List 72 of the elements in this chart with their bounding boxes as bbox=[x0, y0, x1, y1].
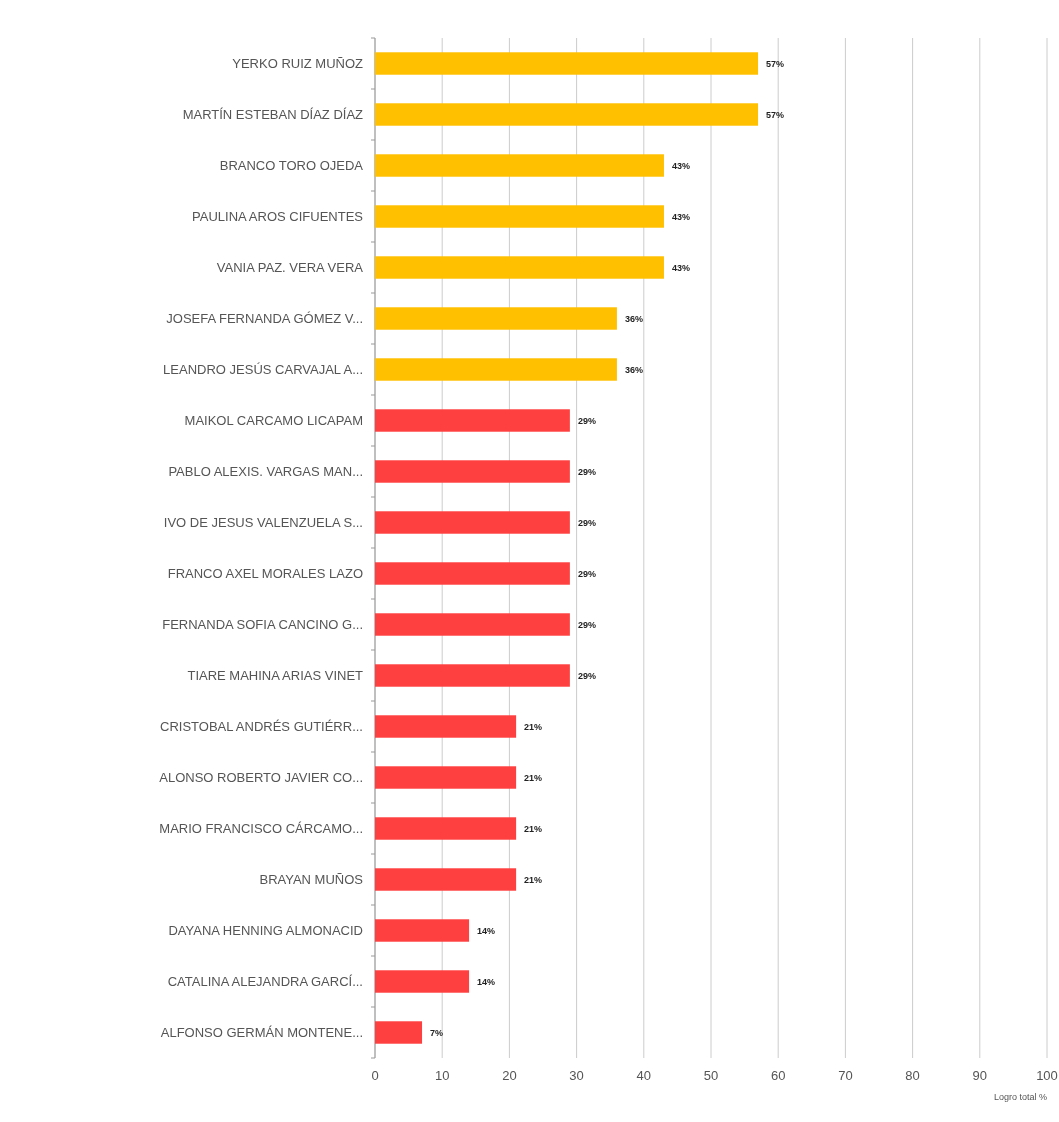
y-tick-label: TIARE MAHINA ARIAS VINET bbox=[187, 668, 364, 684]
y-tick-label: DAYANA HENNING ALMONACID bbox=[168, 923, 363, 939]
bar bbox=[375, 511, 570, 534]
data-label: 14% bbox=[477, 976, 496, 987]
bar bbox=[375, 868, 517, 891]
x-tick-label: 40 bbox=[636, 1068, 652, 1083]
data-label: 43% bbox=[671, 262, 690, 273]
bar bbox=[375, 460, 570, 483]
x-tick-label: 60 bbox=[770, 1068, 786, 1083]
y-tick-label: CATALINA ALEJANDRA GARCÍ... bbox=[167, 974, 363, 990]
bar bbox=[375, 154, 664, 177]
y-tick-label: BRANCO TORO OJEDA bbox=[219, 158, 364, 174]
y-tick-label: LEANDRO JESÚS CARVAJAL A... bbox=[163, 362, 363, 378]
y-tick-label: MARIO FRANCISCO CÁRCAMO... bbox=[159, 821, 363, 837]
bar bbox=[375, 817, 517, 840]
data-label: 14% bbox=[477, 925, 496, 936]
data-label: 21% bbox=[524, 721, 543, 732]
y-tick-label: FERNANDA SOFIA CANCINO G... bbox=[162, 617, 363, 633]
data-label: 21% bbox=[524, 874, 543, 885]
data-label: 29% bbox=[577, 415, 596, 426]
y-tick-label: VANIA PAZ. VERA VERA bbox=[216, 260, 364, 276]
data-label: 29% bbox=[577, 466, 596, 477]
y-tick-label: ALONSO ROBERTO JAVIER CO... bbox=[159, 770, 363, 786]
bar bbox=[375, 205, 664, 228]
data-label: 29% bbox=[577, 568, 596, 579]
bar bbox=[375, 970, 470, 993]
x-tick-label: 50 bbox=[703, 1068, 719, 1083]
y-tick-label: PAULINA AROS CIFUENTES bbox=[192, 209, 364, 225]
x-axis-title: Logro total % bbox=[993, 1092, 1047, 1102]
bar bbox=[375, 307, 617, 330]
x-tick-label: 90 bbox=[972, 1068, 988, 1083]
data-label: 7% bbox=[430, 1027, 444, 1038]
bar bbox=[375, 409, 570, 432]
bar bbox=[375, 715, 517, 738]
bar bbox=[375, 52, 759, 75]
y-tick-label: PABLO ALEXIS. VARGAS MAN... bbox=[168, 464, 363, 480]
data-label: 57% bbox=[766, 58, 785, 69]
data-label: 29% bbox=[577, 670, 596, 681]
x-tick-label: 0 bbox=[371, 1068, 379, 1083]
bar bbox=[375, 358, 617, 381]
data-label: 36% bbox=[624, 364, 643, 375]
data-label: 21% bbox=[524, 823, 543, 834]
y-tick-label: BRAYAN MUÑOS bbox=[259, 872, 364, 888]
bar bbox=[375, 562, 570, 585]
bar bbox=[375, 256, 664, 279]
y-tick-label: CRISTOBAL ANDRÉS GUTIÉRR... bbox=[160, 719, 363, 735]
x-tick-label: 30 bbox=[569, 1068, 584, 1083]
y-tick-label: JOSEFA FERNANDA GÓMEZ V... bbox=[166, 311, 363, 327]
bar bbox=[375, 103, 759, 126]
y-tick-label: YERKO RUIZ MUÑOZ bbox=[232, 56, 364, 72]
data-label: 57% bbox=[766, 109, 785, 120]
y-tick-label: IVO DE JESUS VALENZUELA S... bbox=[163, 515, 363, 531]
data-label: 21% bbox=[524, 772, 543, 783]
x-tick-label: 20 bbox=[502, 1068, 517, 1083]
bar bbox=[375, 919, 470, 942]
bar bbox=[375, 1021, 423, 1044]
y-tick-label: FRANCO AXEL MORALES LAZO bbox=[167, 566, 363, 582]
x-tick-label: 70 bbox=[838, 1068, 853, 1083]
bar bbox=[375, 664, 570, 687]
x-tick-label: 80 bbox=[905, 1068, 920, 1083]
data-label: 36% bbox=[624, 313, 643, 324]
data-label: 29% bbox=[577, 619, 596, 630]
bar bbox=[375, 613, 570, 636]
data-label: 43% bbox=[671, 211, 690, 222]
x-tick-label: 10 bbox=[434, 1068, 450, 1083]
bar bbox=[375, 766, 517, 789]
data-label: 29% bbox=[577, 517, 596, 528]
x-tick-label: 100 bbox=[1036, 1068, 1058, 1083]
y-tick-label: MAIKOL CARCAMO LICAPAM bbox=[184, 413, 363, 429]
y-tick-label: ALFONSO GERMÁN MONTENE... bbox=[160, 1025, 363, 1041]
y-tick-label: MARTÍN ESTEBAN DÍAZ DÍAZ bbox=[182, 107, 364, 123]
data-label: 43% bbox=[671, 160, 690, 171]
